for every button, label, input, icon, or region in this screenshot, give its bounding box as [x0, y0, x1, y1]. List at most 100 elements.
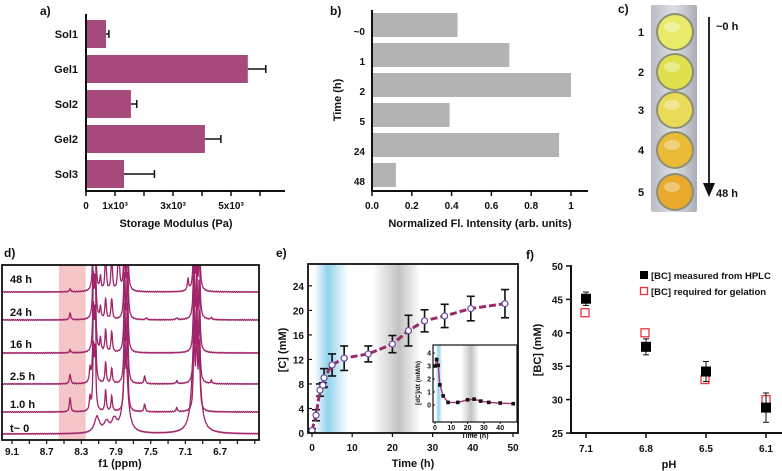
inset-x-tick-label: 30	[480, 425, 488, 432]
required-point	[580, 308, 590, 318]
vial-highlight	[664, 100, 680, 110]
x-tick-label: 3x10³	[160, 201, 186, 212]
measured-point	[581, 293, 591, 304]
data-point	[364, 350, 372, 358]
panel-label: b)	[330, 4, 341, 18]
data-point	[328, 361, 336, 369]
inset-point	[486, 400, 491, 405]
x-tick-label: 50	[507, 443, 519, 454]
required-point	[700, 374, 710, 385]
vial-2	[658, 55, 692, 89]
category-label: 24	[354, 147, 366, 158]
vial-label: 2	[638, 67, 644, 79]
x-tick-label: 7.1	[178, 447, 192, 458]
spectrum-label: 1.0 h	[10, 399, 35, 411]
category-label: Sol2	[55, 99, 78, 111]
spectrum-16h	[2, 265, 259, 355]
x-tick-label: 6.8	[639, 444, 653, 455]
inset-point	[511, 401, 516, 406]
x-tick-label: 6.1	[759, 444, 773, 455]
inset-point	[436, 363, 441, 368]
category-label: 48	[354, 177, 366, 188]
x-axis-label: Storage Modulus (Pa)	[119, 218, 232, 230]
vial-highlight	[664, 62, 680, 72]
data-point	[501, 300, 509, 308]
bar-time-5	[372, 103, 450, 127]
spectrum-label: 2.5 h	[10, 371, 35, 383]
vial-1	[658, 15, 692, 49]
shaded-region-blue	[314, 264, 349, 433]
vial-label: 1	[638, 27, 644, 39]
inset-y-tick-label: 0	[427, 403, 431, 410]
x-tick-label: 0.6	[484, 201, 498, 212]
data-point	[404, 327, 413, 335]
y-axis-label: [C] (mM)	[277, 327, 289, 372]
arrow-head-icon	[703, 183, 715, 197]
x-tick-label: 0.8	[524, 201, 538, 212]
data-point	[312, 411, 320, 419]
spectrum-48h	[2, 265, 259, 294]
bar-time-48	[372, 163, 396, 187]
measured-point	[701, 366, 711, 377]
y-tick-label: 45	[552, 295, 564, 306]
panel-label: d)	[4, 246, 15, 260]
panel-label: f)	[526, 248, 534, 262]
inset-point	[472, 397, 476, 401]
x-axis-label: f1 (ppm)	[98, 458, 142, 470]
data-point	[320, 374, 328, 382]
inset-point	[441, 394, 445, 398]
x-axis-label: Normalized Fl. Intensity (arb. units)	[388, 218, 572, 230]
x-tick-label: 8.3	[74, 447, 88, 458]
data-point	[388, 340, 396, 348]
x-tick-label: 0.4	[445, 201, 459, 212]
x-tick-label: 7.1	[579, 444, 593, 455]
category-label: Gel2	[54, 134, 78, 146]
inset-point	[456, 400, 460, 405]
panel-label: e)	[276, 246, 287, 260]
inset-x-tick-label: 10	[447, 425, 455, 432]
measured-point	[761, 402, 771, 413]
x-tick-label: 40	[467, 443, 479, 454]
panel-b-fluorescence-chart: b) ~0 1 2 5 24 48 0.0 0.2 0.4 0.6 0.8 1 Normalized Fl…	[330, 4, 588, 230]
panel-d-nmr-spectra: d) 48 h 24 h 16 h 2.5 h 1.0 h t~ 0 9.1 8.7 8.3 7.9…	[1, 246, 260, 470]
x-tick-label: 30	[427, 443, 439, 454]
plot-frame	[1, 264, 260, 441]
vial-3	[658, 93, 692, 127]
inset-frame	[432, 344, 518, 423]
arrow-end-label: 48 h	[716, 188, 738, 200]
y-axis-label: Time (h)	[332, 78, 344, 121]
category-label: Gel1	[54, 64, 78, 76]
category-label: 2	[359, 87, 365, 98]
data-point	[467, 304, 475, 313]
inset-y-tick-label: 4	[427, 351, 431, 358]
y-tick-label: 35	[552, 362, 564, 373]
panel-label: c)	[618, 2, 629, 16]
vial-highlight	[664, 22, 680, 32]
x-tick-label: 8.7	[40, 447, 54, 458]
x-tick-label: 7.5	[144, 447, 158, 458]
x-tick-label: 6.7	[213, 447, 227, 458]
x-tick-label: 10	[347, 443, 359, 454]
y-tick-label: 0	[298, 429, 304, 440]
arrow-start-label: ~0 h	[716, 21, 739, 33]
measured-point	[641, 341, 651, 352]
y-tick-label: 8	[298, 380, 304, 391]
category-label: Sol3	[55, 169, 78, 181]
inset-point	[498, 401, 502, 405]
y-tick-label: 16	[293, 331, 305, 342]
inset-shaded-gray	[461, 345, 480, 422]
spectrum-label: 48 h	[10, 274, 32, 286]
x-tick-label: 0	[309, 443, 315, 454]
vial-label: 3	[638, 105, 644, 117]
legend-marker-required	[639, 286, 649, 296]
inset-x-tick-label: 20	[464, 425, 472, 432]
panel-c-vial-photo: c) 1 2 3 4 5 ~0 h 48 h	[618, 2, 739, 212]
vial-highlight	[664, 182, 680, 192]
category-label: ~0	[354, 27, 366, 38]
x-tick-label: 1	[568, 201, 574, 212]
y-tick-label: 24	[293, 282, 305, 293]
spectra-group	[2, 265, 259, 436]
legend-label-required: [BC] required for gelation	[651, 287, 766, 298]
